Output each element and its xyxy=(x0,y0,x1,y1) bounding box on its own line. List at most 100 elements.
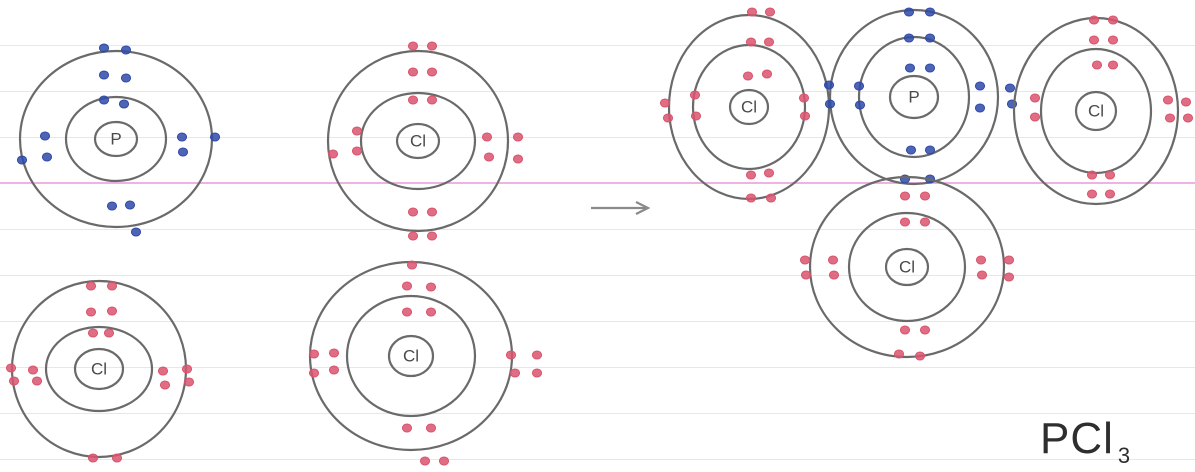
atom-before-2-shell-1 xyxy=(395,122,441,160)
atom-before-1-electron xyxy=(39,131,51,141)
molecule-atom-4-electron xyxy=(914,351,926,361)
atom-before-2-electron xyxy=(512,154,524,164)
atom-before-1-electron xyxy=(124,200,136,210)
molecule-atom-1-electron xyxy=(745,193,757,203)
molecule-atom-1-symbol: Cl xyxy=(741,98,757,117)
molecule-atom-3-electron xyxy=(1091,60,1103,70)
molecule-atom-1-electron xyxy=(690,111,702,121)
molecule-atom-3-electron xyxy=(1104,189,1116,199)
atom-before-1-electron xyxy=(176,132,188,142)
molecule-atom-2-electron xyxy=(903,33,915,43)
atom-before-2-electron xyxy=(426,67,438,77)
atom-before-3-electron xyxy=(5,363,17,373)
molecule-atom-1-electron xyxy=(763,168,775,178)
atom-before-2-electron xyxy=(407,231,419,241)
molecule-atom-1-electron xyxy=(746,7,758,17)
molecule-atom-4-electron xyxy=(1003,255,1015,265)
atom-before-3-electron xyxy=(103,328,115,338)
atom-before-4-electron xyxy=(328,365,340,375)
molecule-atom-2-electron xyxy=(905,145,917,155)
molecule-atom-3-electron xyxy=(1107,35,1119,45)
right-arrow-icon xyxy=(591,201,651,215)
molecule-atom-4-electron xyxy=(919,325,931,335)
atom-before-3-electron xyxy=(181,364,193,374)
molecule-atom-3-electron xyxy=(1107,15,1119,25)
molecule-atom-4: Cl xyxy=(799,175,1015,361)
atom-before-1-electron xyxy=(98,95,110,105)
molecule-atom-2-electron xyxy=(924,145,936,155)
atom-before-3-electron xyxy=(8,376,20,386)
atom-before-1-electron xyxy=(130,227,142,237)
formula-main: PCl xyxy=(1040,414,1114,463)
molecule-atom-1-electron xyxy=(742,71,754,81)
atom-before-4-electron xyxy=(531,350,543,360)
molecule-atom-2: P xyxy=(823,7,1018,186)
molecule-atom-4-shell-2 xyxy=(847,211,967,323)
atom-before-3-electron xyxy=(27,365,39,375)
molecule-atom-3-electron xyxy=(1104,170,1116,180)
atom-before-2-electron xyxy=(351,146,363,156)
molecule-atom-4-electron xyxy=(975,255,987,265)
formula-subscript: 3 xyxy=(1117,443,1132,468)
molecule-atom-3-electron xyxy=(1107,60,1119,70)
molecule-atom-2-electron xyxy=(903,7,915,17)
atom-before-1-electron xyxy=(41,152,53,162)
molecule-atom-3-electron xyxy=(1088,15,1100,25)
molecule-atom-4-symbol: Cl xyxy=(899,258,915,277)
atom-before-4-electron xyxy=(509,368,521,378)
molecule-atom-1-electron xyxy=(689,90,701,100)
molecule-atom-4-electron xyxy=(800,270,812,280)
molecule-atom-2-electron xyxy=(824,99,836,109)
atom-before-4-electron xyxy=(438,456,450,466)
atom-before-1-electron xyxy=(98,43,110,53)
molecule-atom-1-electron xyxy=(764,7,776,17)
atom-before-1-electron xyxy=(120,73,132,83)
atom-before-4-symbol: Cl xyxy=(403,347,419,366)
molecule-atom-2-shell-1 xyxy=(888,74,940,120)
molecule-atom-1-electron xyxy=(799,111,811,121)
molecule-atom-1-electron xyxy=(761,69,773,79)
molecule-atom-4-electron xyxy=(827,255,839,265)
molecule-atom-4-electron xyxy=(919,217,931,227)
molecule-atom-2-electron xyxy=(974,103,986,113)
molecule-atom-1-electron xyxy=(765,193,777,203)
atom-before-2-electron xyxy=(512,132,524,142)
atom-before-1-electron xyxy=(209,132,221,142)
molecule-atom-3-electron xyxy=(1162,95,1174,105)
atom-before-1-shell-1 xyxy=(93,120,139,158)
atom-before-2-electron xyxy=(327,149,339,159)
atom-before-1-shell-2 xyxy=(64,95,168,183)
atom-before-3-electron xyxy=(111,453,123,463)
atom-before-4-electron xyxy=(401,423,413,433)
atom-before-2-electron xyxy=(481,132,493,142)
molecule-atom-2-electron xyxy=(924,63,936,73)
atom-before-2-electron xyxy=(483,152,495,162)
molecule-atom-3-electron xyxy=(1088,35,1100,45)
atom-before-4-electron xyxy=(406,260,418,270)
atom-before-4-shell-2 xyxy=(345,294,477,418)
molecule-atom-2-shell-2 xyxy=(857,35,971,159)
molecule-atom-2-electron xyxy=(854,100,866,110)
molecule-atom-2-electron xyxy=(924,7,936,17)
margin-line xyxy=(0,182,1195,184)
atom-before-4-electron xyxy=(308,368,320,378)
molecule-atom-2-electron xyxy=(853,81,865,91)
molecule-atom-1-electron xyxy=(745,170,757,180)
atom-before-4-electron xyxy=(328,348,340,358)
molecule-atom-2-electron xyxy=(1004,83,1016,93)
atom-before-2-electron xyxy=(407,95,419,105)
atom-before-4-electron xyxy=(419,456,431,466)
atom-before-2-electron xyxy=(351,126,363,136)
molecule-atom-3-symbol: Cl xyxy=(1088,102,1104,121)
molecule-atom-4-electron xyxy=(976,270,988,280)
molecule-formula: PCl 3 xyxy=(1040,414,1131,469)
molecule-atom-1: Cl xyxy=(659,7,831,203)
atom-before-2-electron xyxy=(426,231,438,241)
atom-before-1-electron xyxy=(98,70,110,80)
atom-before-3-shell-1 xyxy=(73,347,125,391)
atom-before-4-electron xyxy=(425,282,437,292)
atom-before-2-shell-2 xyxy=(359,91,477,191)
molecule-atom-3-electron xyxy=(1164,113,1176,123)
molecule-atom-4-electron xyxy=(899,191,911,201)
